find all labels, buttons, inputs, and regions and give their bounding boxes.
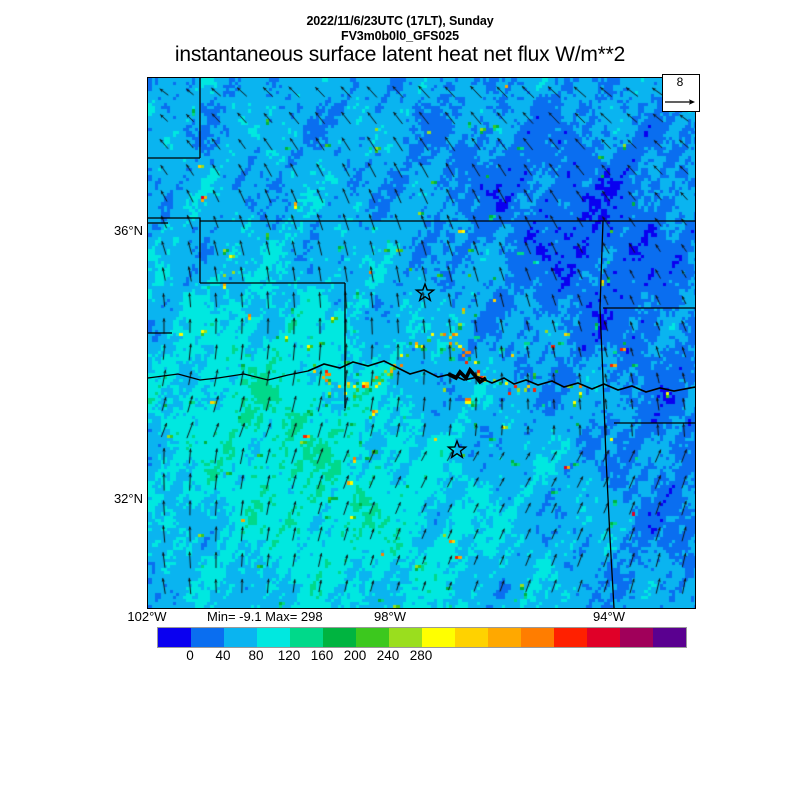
lon-label: 94°W (593, 609, 625, 624)
map-overlay-layer (148, 78, 695, 608)
colorbar-tick-40: 40 (215, 648, 231, 663)
colorbar-tick-80: 80 (248, 648, 264, 663)
lon-label: 98°W (374, 609, 406, 624)
star-marker-0 (414, 281, 436, 302)
colorbar-tick-280: 280 (409, 648, 433, 663)
colorbar-segment-1 (191, 628, 224, 647)
lat-label: 32°N (113, 491, 143, 506)
colorbar-tick-labels: 0 40 80 120 160 200 240 280 (157, 648, 685, 666)
colorbar-tick-240: 240 (376, 648, 400, 663)
river-lines (148, 360, 695, 393)
colorbar-segment-15 (653, 628, 686, 647)
title-date: 2022/11/6/23UTC (17LT), Sunday (306, 14, 494, 28)
colorbar-segment-9 (455, 628, 488, 647)
river (217, 370, 309, 381)
reference-vector-legend (662, 74, 700, 112)
lon-label: 102°W (127, 609, 167, 624)
colorbar-segment-7 (389, 628, 422, 647)
colorbar-segment-2 (224, 628, 257, 647)
river (148, 373, 219, 381)
station-markers (414, 281, 468, 459)
map-plot-area[interactable] (147, 77, 696, 609)
star-marker-1 (446, 438, 468, 459)
state-border (599, 220, 615, 608)
state-border (148, 217, 201, 283)
colorbar[interactable] (157, 627, 687, 648)
colorbar-tick-160: 160 (310, 648, 334, 663)
colorbar-segment-6 (356, 628, 389, 647)
colorbar-tick-120: 120 (277, 648, 301, 663)
colorbar-tick-0: 0 (186, 648, 194, 663)
min-max-readout: Min= -9.1 Max= 298 (207, 609, 323, 624)
reference-vector-value: 8 (676, 75, 684, 89)
wind-vector-layer (148, 78, 695, 608)
colorbar-segment-13 (587, 628, 620, 647)
colorbar-segment-0 (158, 628, 191, 647)
right-arrow-icon (665, 99, 695, 105)
title-model: FV3m0b0l0_GFS025 (341, 29, 459, 43)
colorbar-segment-10 (488, 628, 521, 647)
colorbar-segment-12 (554, 628, 587, 647)
colorbar-segment-14 (620, 628, 653, 647)
page-title: instantaneous surface latent heat net fl… (174, 43, 626, 66)
colorbar-segment-4 (290, 628, 323, 647)
colorbar-segment-8 (422, 628, 455, 647)
colorbar-segment-11 (521, 628, 554, 647)
lake-texoma (447, 366, 487, 385)
colorbar-segment-5 (323, 628, 356, 647)
red-river (307, 360, 695, 393)
colorbar-segment-3 (257, 628, 290, 647)
state-borders (148, 78, 695, 608)
lat-label: 36°N (113, 223, 143, 238)
colorbar-tick-200: 200 (343, 648, 367, 663)
